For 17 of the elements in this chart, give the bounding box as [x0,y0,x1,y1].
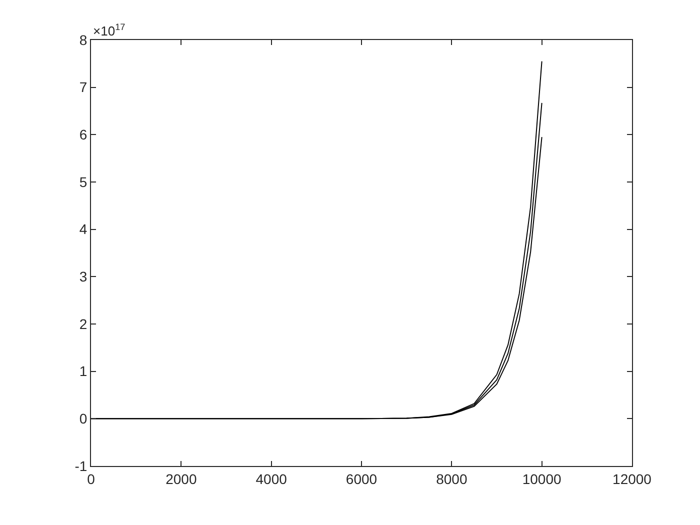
text: ×10$^{17}$ [93,22,126,38]
y-tick-label: 3 [79,268,88,285]
y-tick-label: 0 [79,410,88,427]
x-tick-label: 12000 [612,470,652,487]
x-tick-label: 2000 [166,470,197,487]
x-tick-label: 6000 [346,470,378,487]
y-tick-label: 2 [79,316,88,332]
x-tick-label: 8000 [436,470,468,487]
x-tick-label: 10000 [522,470,562,487]
y-tick-label: 7 [79,79,88,96]
x-tick-label: 4000 [256,470,288,487]
y-tick-label: 1 [79,363,88,380]
y-tick-label: 5 [79,174,88,190]
y-tick-label: 4 [79,221,88,238]
y-tick-label: -1 [74,458,88,474]
y-tick-label: 8 [79,32,88,48]
y-tick-label: 6 [79,126,88,143]
